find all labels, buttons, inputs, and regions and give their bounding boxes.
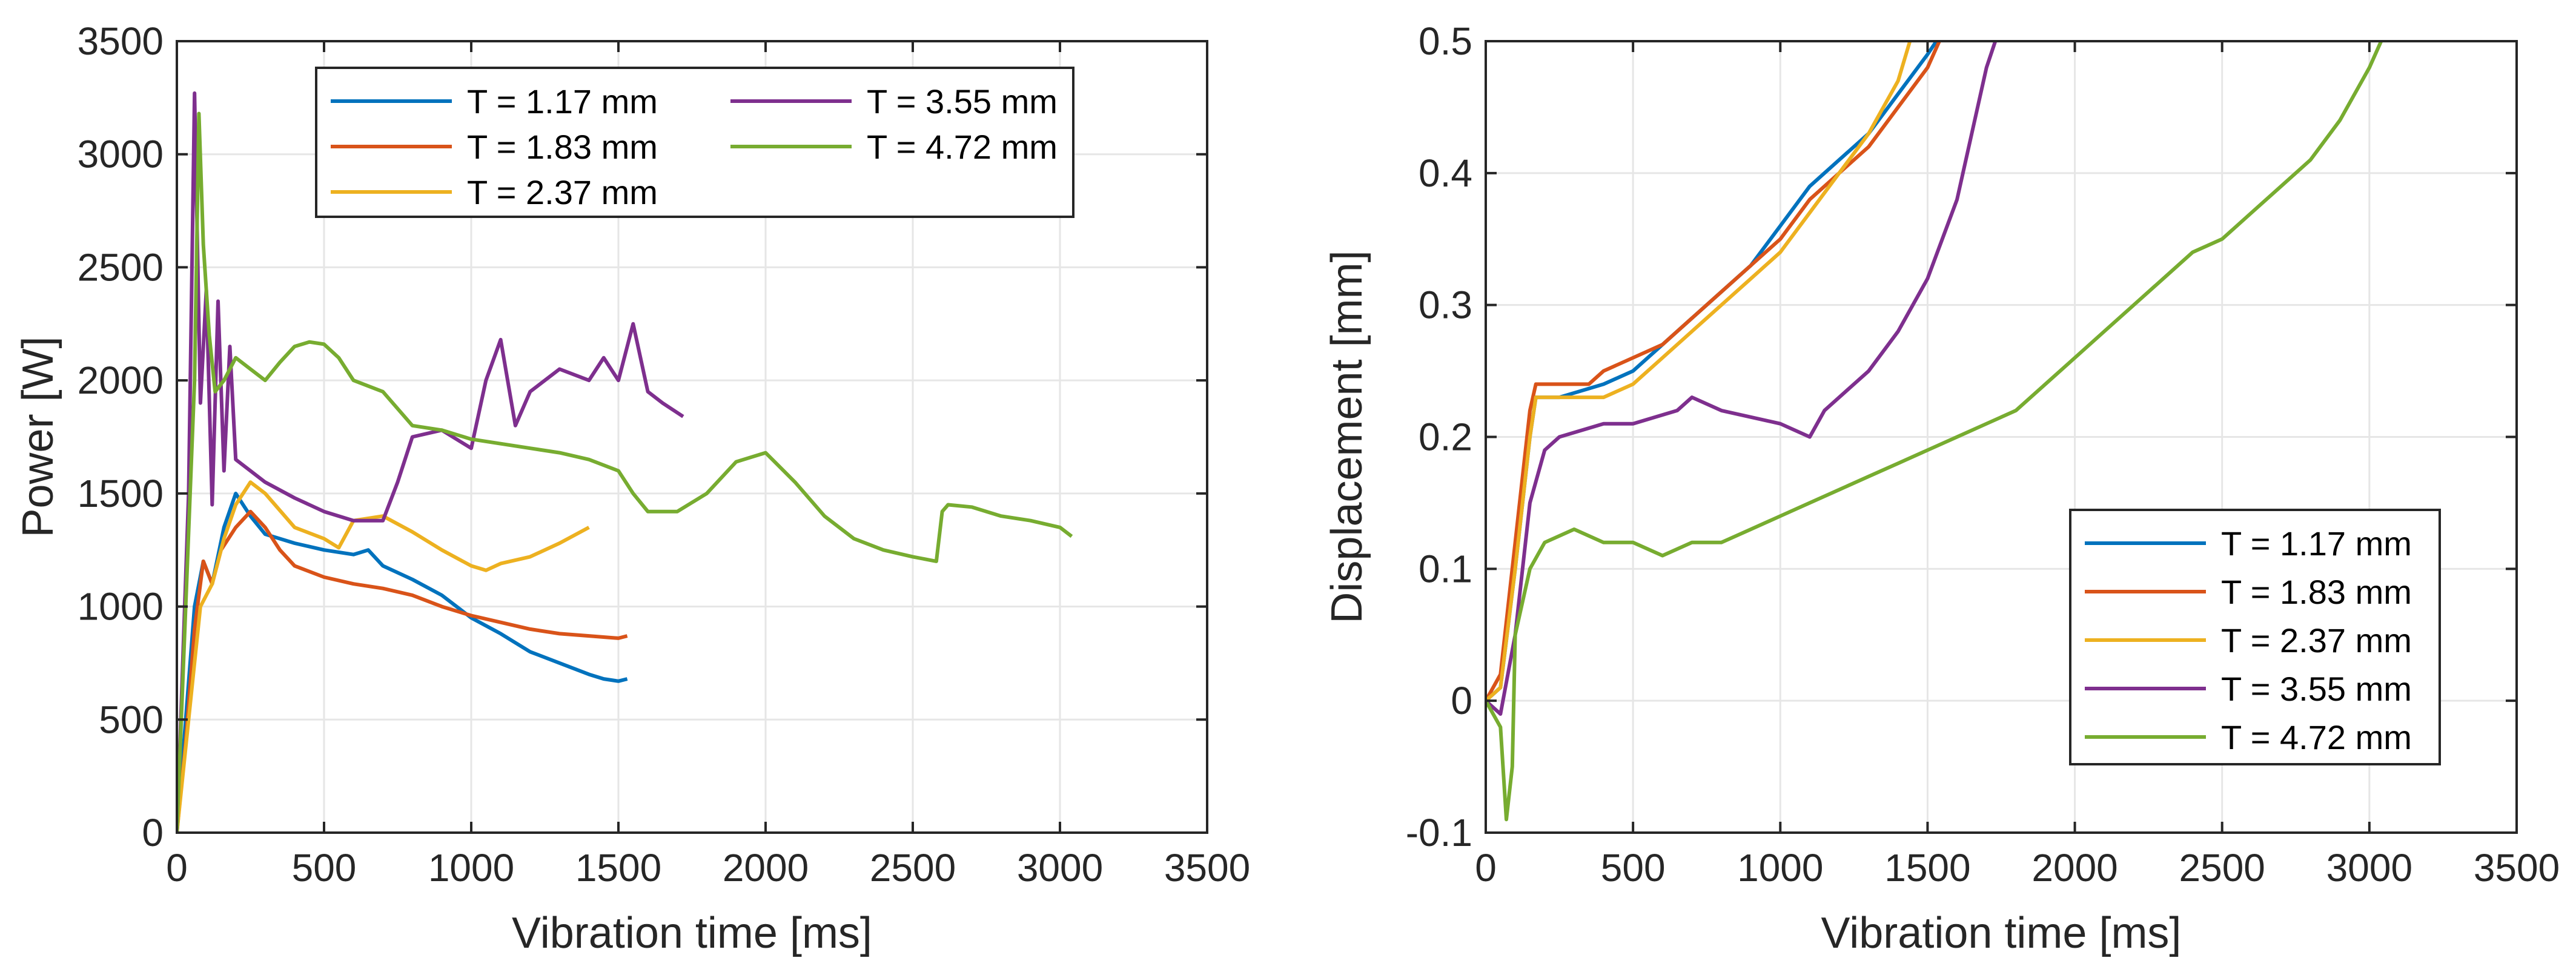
displacement-chart-legend: T = 1.17 mm T = 1.83 mm T = 2.37 mm T = 3.5…	[2069, 509, 2441, 765]
power-chart-frame	[176, 40, 1208, 834]
power-chart-x-tick-label: 2500	[870, 846, 956, 890]
power-chart-y-tick-label: 2000	[78, 358, 164, 402]
displacement-chart-ylabel: Displacement [mm]	[1323, 250, 1371, 623]
power-chart-series-line-4	[177, 91, 684, 833]
power-chart-legend-label: T = 4.72 mm	[867, 128, 1058, 166]
power-chart-series-line-5	[177, 111, 1073, 833]
displacement-chart-legend-label: T = 4.72 mm	[2221, 718, 2412, 756]
power-chart-y-tick-label: 1000	[78, 585, 164, 629]
power-chart-y-tick-label: 0	[142, 811, 164, 854]
displacement-chart-y-tick-label: 0.2	[1419, 415, 1472, 459]
power-chart-x-tick-label: 500	[292, 846, 357, 890]
displacement-chart-x-tick-label: 2000	[2031, 846, 2117, 890]
power-chart-y-tick-label: 2500	[78, 245, 164, 289]
power-chart-x-tick-label: 2000	[723, 846, 809, 890]
displacement-chart-legend-label: T = 2.37 mm	[2221, 621, 2412, 659]
power-chart-x-tick-label: 3000	[1017, 846, 1103, 890]
power-chart-y-tick-label: 500	[99, 698, 164, 741]
displacement-chart-x-tick-label: 1000	[1737, 846, 1823, 890]
displacement-chart-legend-label: T = 1.17 mm	[2221, 524, 2412, 563]
displacement-chart-legend-label: T = 3.55 mm	[2221, 670, 2412, 708]
displacement-chart-x-tick-label: 0	[1475, 846, 1497, 890]
displacement-chart-x-tick-label: 3000	[2326, 846, 2412, 890]
power-chart-series-line-3	[177, 480, 590, 833]
displacement-chart-y-tick-label: 0.1	[1419, 547, 1472, 590]
displacement-chart-y-tick-label: 0	[1451, 679, 1472, 722]
displacement-chart-y-tick-label: 0.5	[1419, 19, 1472, 63]
displacement-chart-y-tick-label: -0.1	[1406, 811, 1472, 854]
power-chart-legend-label: T = 1.83 mm	[467, 128, 658, 166]
power-chart-legend-label: T = 3.55 mm	[867, 82, 1058, 121]
power-chart: 0 500 1000 1500 2000 2500 3000 3500 0 500 1000 1500…	[14, 19, 1250, 957]
displacement-chart-series-line-2	[1486, 41, 1941, 702]
power-chart-y-tick-label: 1500	[78, 472, 164, 515]
displacement-chart-y-tick-label: 0.4	[1419, 151, 1472, 195]
displacement-chart-series-line-4	[1486, 41, 1998, 716]
displacement-chart-xlabel: Vibration time [ms]	[1821, 909, 2182, 957]
power-chart-x-tick-label: 1500	[575, 846, 661, 890]
power-chart-legend: T = 1.17 mm T = 1.83 mm T = 2.37 mm T = 3.5…	[315, 67, 1074, 218]
displacement-chart: 0 500 1000 1500 2000 2500 3000 3500-0.100.10.20…	[1323, 19, 2560, 957]
power-chart-legend-label: T = 2.37 mm	[467, 173, 658, 211]
displacement-chart-series-line-5	[1486, 41, 2383, 822]
power-chart-y-tick-label: 3500	[78, 19, 164, 63]
displacement-chart-y-tick-label: 0.3	[1419, 283, 1472, 327]
power-chart-x-tick-label: 1000	[428, 846, 514, 890]
power-chart-xlabel: Vibration time [ms]	[512, 909, 872, 957]
displacement-chart-x-tick-label: 2500	[2179, 846, 2265, 890]
power-chart-legend-label: T = 1.17 mm	[467, 82, 658, 121]
power-chart-series-line-2	[177, 509, 628, 833]
power-chart-ylabel: Power [W]	[14, 336, 62, 537]
displacement-chart-series-line-3	[1486, 41, 1912, 702]
displacement-chart-x-tick-label: 3500	[2474, 846, 2560, 890]
displacement-chart-legend-box	[2069, 509, 2441, 765]
power-chart-x-tick-label: 3500	[1164, 846, 1250, 890]
displacement-chart-x-tick-label: 500	[1601, 846, 1666, 890]
displacement-chart-legend-label: T = 1.83 mm	[2221, 573, 2412, 611]
power-chart-x-tick-label: 0	[166, 846, 188, 890]
power-chart-y-tick-label: 3000	[78, 133, 164, 176]
displacement-chart-x-tick-label: 1500	[1884, 846, 1970, 890]
